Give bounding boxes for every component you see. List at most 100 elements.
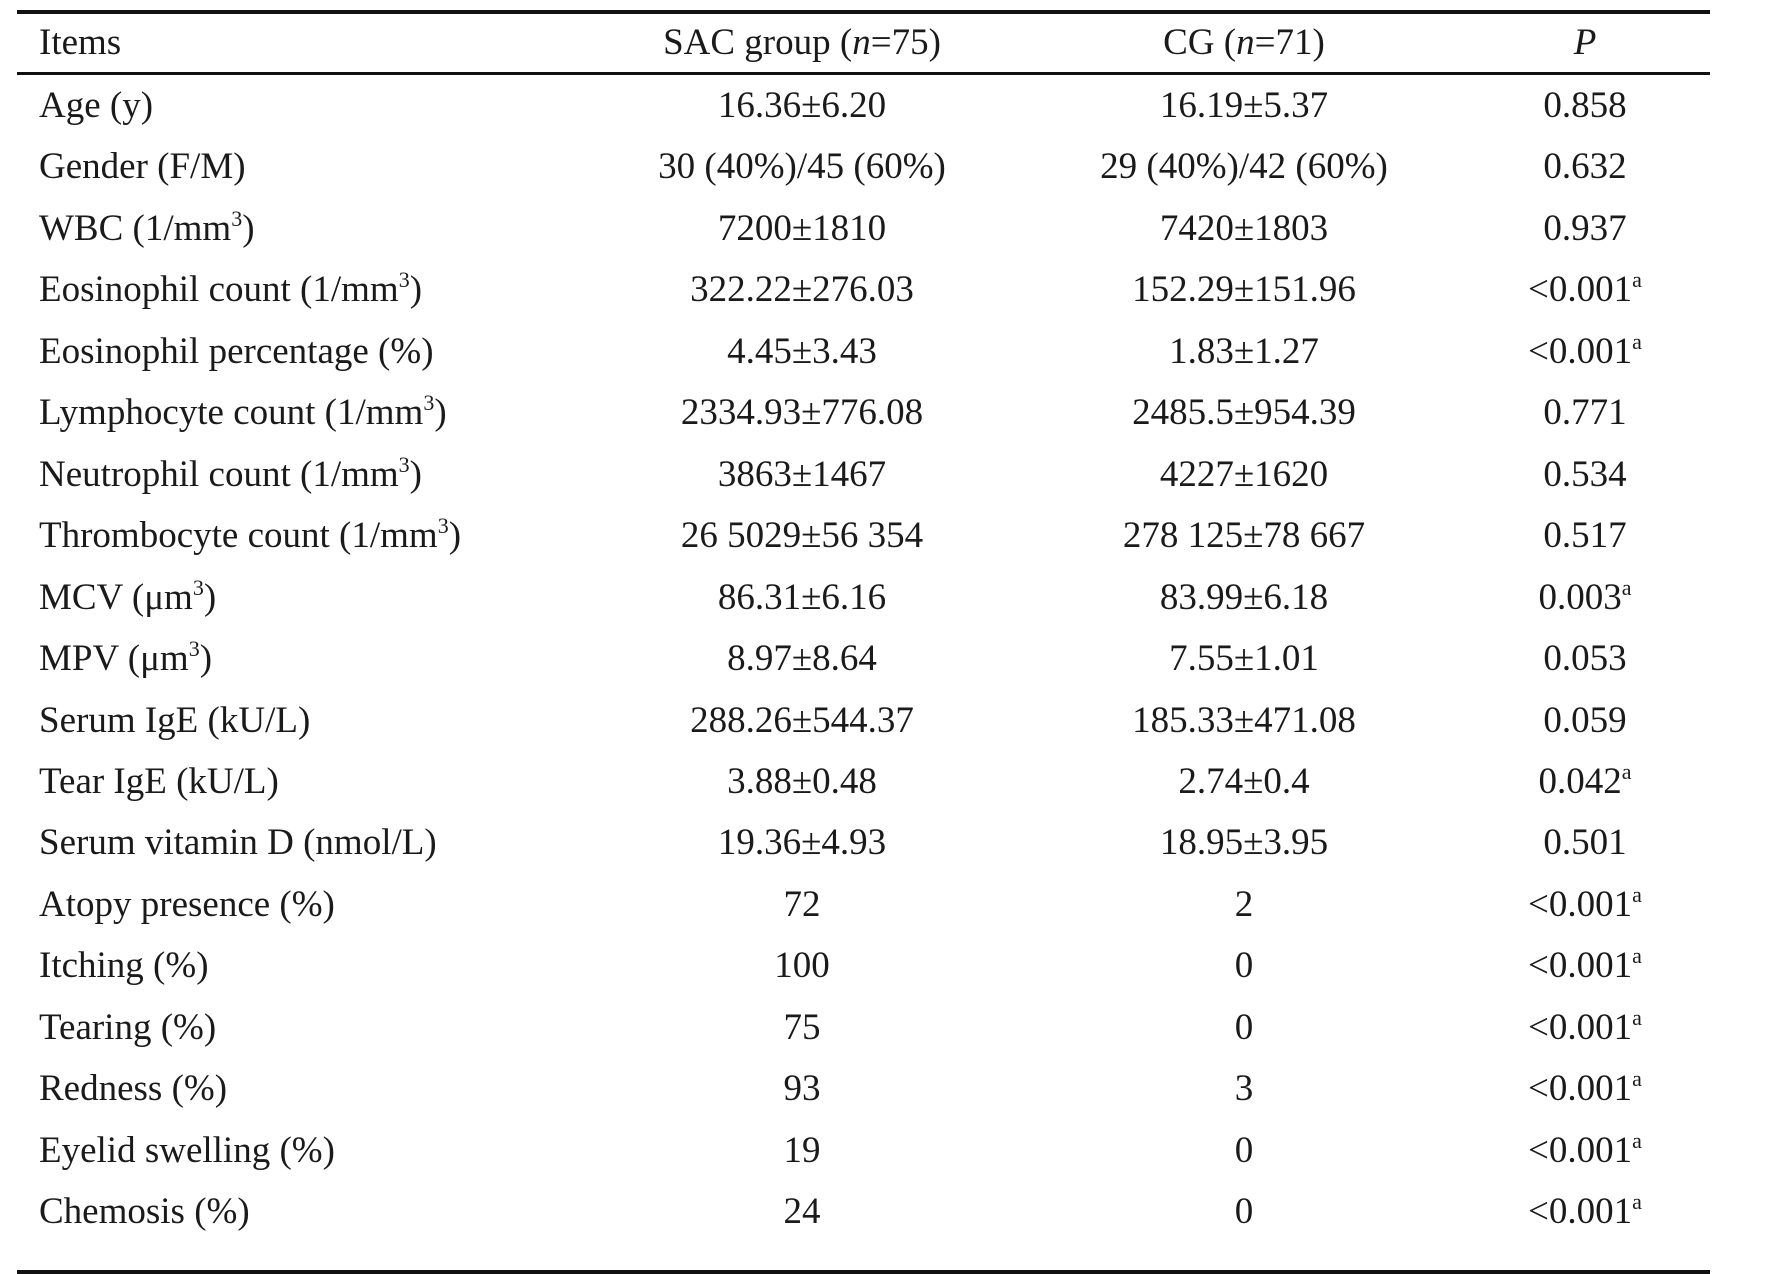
table-row: Eyelid swelling (%) 19 0 <0.001a	[17, 1121, 1710, 1181]
significance-mark: a	[1632, 1127, 1642, 1153]
row-cg-value: 3	[1234, 1068, 1254, 1110]
row-sac-value: 86.31±6.16	[717, 576, 887, 618]
row-label: Chemosis (%)	[39, 1191, 250, 1233]
row-sac-value: 26 5029±56 354	[680, 515, 924, 557]
row-sac-value: 24	[783, 1191, 821, 1233]
significance-mark: a	[1632, 1066, 1642, 1092]
row-p-value: <0.001a	[1528, 1004, 1642, 1048]
row-cg-value: 7.55±1.01	[1169, 638, 1319, 680]
significance-mark: a	[1632, 328, 1642, 354]
row-cg-value: 7420±1803	[1159, 207, 1329, 249]
row-cg-value: 185.33±471.08	[1132, 699, 1356, 741]
row-label: Lymphocyte count (1/mm3)	[39, 390, 447, 434]
table-row: Serum IgE (kU/L) 288.26±544.37 185.33±471.…	[17, 691, 1710, 751]
table-row: Eosinophil count (1/mm3) 322.22±276.03 152…	[17, 260, 1710, 320]
row-cg-value: 0	[1234, 945, 1254, 987]
row-label: Serum vitamin D (nmol/L)	[39, 822, 437, 864]
row-sac-value: 30 (40%)/45 (60%)	[658, 146, 946, 188]
row-cg-value: 29 (40%)/42 (60%)	[1100, 146, 1388, 188]
row-cg-value: 0	[1234, 1129, 1254, 1171]
row-p-value: 0.042a	[1538, 758, 1632, 802]
row-sac-value: 288.26±544.37	[690, 699, 914, 741]
significance-mark: a	[1632, 881, 1642, 907]
row-cg-value: 278 125±78 667	[1122, 515, 1366, 557]
row-label: Eosinophil percentage (%)	[39, 330, 434, 372]
row-cg-value: 4227±1620	[1159, 453, 1329, 495]
row-sac-value: 4.45±3.43	[727, 330, 877, 372]
row-sac-value: 322.22±276.03	[690, 269, 914, 311]
row-p-value: <0.001a	[1528, 881, 1642, 925]
row-p-value: 0.632	[1543, 146, 1627, 188]
row-label: Eyelid swelling (%)	[39, 1129, 335, 1171]
table-row: Eosinophil percentage (%) 4.45±3.43 1.83±1…	[17, 322, 1710, 382]
row-p-value: <0.001a	[1528, 1189, 1642, 1233]
table-row: Tearing (%) 75 0 <0.001a	[17, 998, 1710, 1058]
row-cg-value: 16.19±5.37	[1159, 85, 1329, 126]
row-label: Gender (F/M)	[39, 146, 246, 188]
row-p-value: 0.937	[1543, 207, 1627, 249]
row-sac-value: 72	[783, 883, 821, 925]
row-cg-value: 0	[1234, 1191, 1254, 1233]
row-cg-value: 152.29±151.96	[1132, 269, 1356, 311]
row-sac-value: 3863±1467	[717, 453, 887, 495]
table-header-rule	[17, 72, 1710, 75]
row-cg-value: 2485.5±954.39	[1132, 392, 1356, 434]
row-p-value: <0.001a	[1528, 328, 1642, 372]
table-row: Atopy presence (%) 72 2 <0.001a	[17, 875, 1710, 935]
table-row: Tear IgE (kU/L) 3.88±0.48 2.74±0.4 0.042a	[17, 752, 1710, 812]
significance-mark: a	[1632, 267, 1642, 293]
row-sac-value: 19.36±4.93	[717, 822, 887, 864]
row-cg-value: 83.99±6.18	[1159, 576, 1329, 618]
significance-mark: a	[1632, 943, 1642, 969]
row-label: Serum IgE (kU/L)	[39, 699, 311, 741]
table-row: MCV (μm3) 86.31±6.16 83.99±6.18 0.003a	[17, 568, 1710, 628]
row-sac-value: 19	[783, 1129, 821, 1171]
row-label: Redness (%)	[39, 1068, 228, 1110]
row-label: Neutrophil count (1/mm3)	[39, 451, 422, 495]
row-sac-value: 93	[783, 1068, 821, 1110]
table-header-row: Items SAC group (n=75) CG (n=71) P	[17, 13, 1710, 73]
row-p-value: 0.771	[1543, 392, 1627, 434]
table-top-rule	[17, 10, 1710, 14]
table-row: Age (y) 16.36±6.20 16.19±5.37 0.858	[17, 76, 1710, 136]
row-p-value: <0.001a	[1528, 1066, 1642, 1110]
table-row: Chemosis (%) 24 0 <0.001a	[17, 1182, 1710, 1242]
row-sac-value: 7200±1810	[717, 207, 887, 249]
significance-mark: a	[1621, 574, 1632, 600]
row-p-value: 0.858	[1543, 85, 1627, 126]
header-items: Items	[39, 22, 122, 63]
row-label: Tearing (%)	[39, 1006, 217, 1048]
table-row: Lymphocyte count (1/mm3) 2334.93±776.08 24…	[17, 383, 1710, 443]
row-label: MPV (μm3)	[39, 636, 213, 680]
row-p-value: 0.517	[1543, 515, 1627, 557]
row-sac-value: 16.36±6.20	[717, 85, 887, 126]
row-label: Age (y)	[39, 85, 154, 126]
header-p: P	[1573, 22, 1597, 63]
row-p-value: 0.003a	[1538, 574, 1632, 618]
row-label: Eosinophil count (1/mm3)	[39, 267, 423, 311]
row-cg-value: 1.83±1.27	[1169, 330, 1319, 372]
table-bottom-rule	[17, 1270, 1710, 1274]
significance-mark: a	[1632, 1189, 1642, 1215]
row-label: Tear IgE (kU/L)	[39, 760, 279, 802]
significance-mark: a	[1621, 758, 1632, 784]
row-cg-value: 2.74±0.4	[1178, 760, 1310, 802]
table-row: Itching (%) 100 0 <0.001a	[17, 936, 1710, 996]
header-sac-group: SAC group (n=75)	[663, 22, 941, 63]
significance-mark: a	[1632, 1004, 1642, 1030]
row-p-value: <0.001a	[1528, 267, 1642, 311]
row-cg-value: 0	[1234, 1006, 1254, 1048]
table-row: Neutrophil count (1/mm3) 3863±1467 4227±16…	[17, 445, 1710, 505]
table-row: Serum vitamin D (nmol/L) 19.36±4.93 18.95±…	[17, 813, 1710, 873]
row-p-value: 0.534	[1543, 453, 1627, 495]
row-label: WBC (1/mm3)	[39, 205, 255, 249]
table-row: Thrombocyte count (1/mm3) 26 5029±56 354 2…	[17, 506, 1710, 566]
row-p-value: 0.501	[1543, 822, 1627, 864]
table-row: Redness (%) 93 3 <0.001a	[17, 1059, 1710, 1119]
row-sac-value: 2334.93±776.08	[680, 392, 924, 434]
table-row: MPV (μm3) 8.97±8.64 7.55±1.01 0.053	[17, 629, 1710, 689]
table-row: WBC (1/mm3) 7200±1810 7420±1803 0.937	[17, 199, 1710, 259]
row-p-value: <0.001a	[1528, 1127, 1642, 1171]
row-label: MCV (μm3)	[39, 574, 217, 618]
row-sac-value: 75	[783, 1006, 821, 1048]
